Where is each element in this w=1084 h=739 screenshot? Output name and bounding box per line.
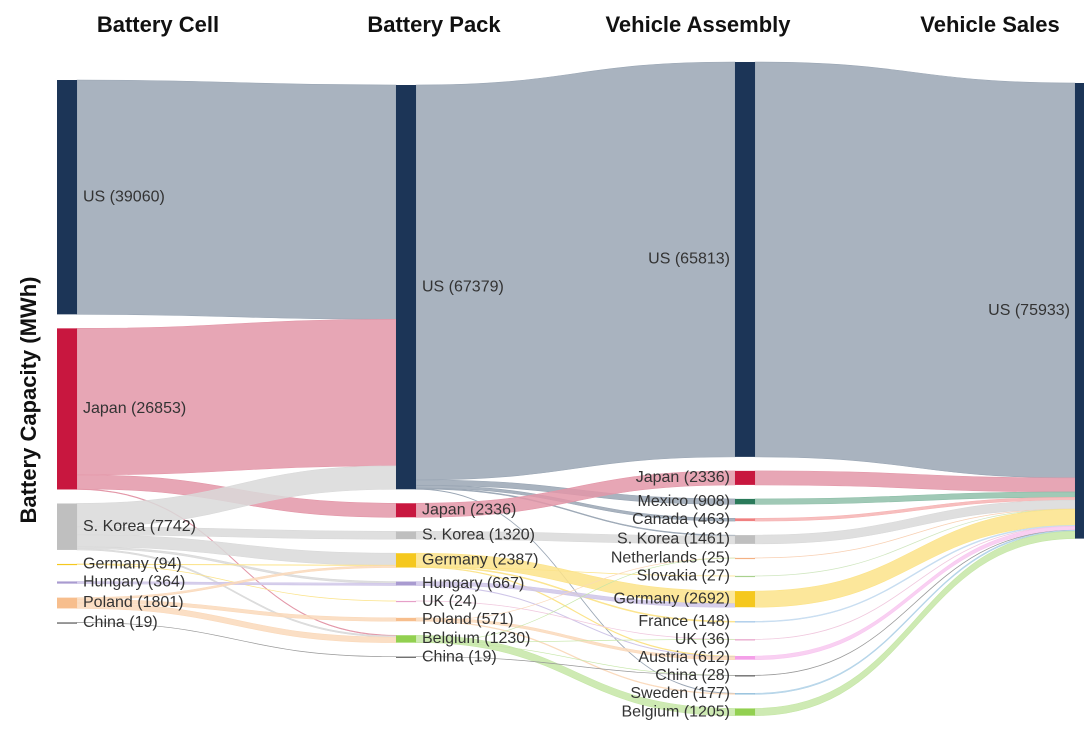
column-title: Vehicle Sales: [920, 12, 1059, 37]
node-label: Hungary (667): [422, 575, 524, 592]
link: [415, 61, 736, 481]
node-label: China (28): [655, 667, 730, 684]
node-label: France (148): [638, 613, 730, 630]
node: [396, 553, 416, 568]
node: [735, 498, 755, 505]
link: [415, 470, 736, 518]
node-label: Germany (94): [83, 556, 182, 573]
node-label: S. Korea (7742): [83, 518, 196, 535]
node: [396, 635, 416, 643]
node: [735, 675, 755, 677]
node: [396, 503, 416, 518]
node-label: Belgium (1230): [422, 630, 531, 647]
node: [735, 708, 755, 716]
node-label: Poland (571): [422, 611, 514, 628]
labels: Battery Cell Battery Pack Vehicle Assembly…: [83, 12, 1070, 720]
node-label: UK (36): [675, 631, 730, 648]
column-title: Vehicle Assembly: [605, 12, 791, 37]
node: [57, 581, 77, 584]
node-label: Germany (2692): [614, 590, 731, 607]
node-label: Hungary (364): [83, 574, 185, 591]
link: [754, 61, 1076, 479]
node: [57, 503, 77, 550]
node: [735, 639, 755, 641]
node: [735, 62, 755, 457]
column-title: Battery Cell: [97, 12, 219, 37]
node: [735, 591, 755, 608]
node: [57, 597, 77, 609]
node: [396, 617, 416, 622]
node-label: Slovakia (27): [637, 568, 730, 585]
node: [396, 85, 416, 490]
node-label: US (75933): [988, 302, 1070, 319]
node-label: Japan (2336): [422, 502, 516, 519]
node-label: UK (24): [422, 593, 477, 610]
node: [57, 328, 77, 490]
node-label: Sweden (177): [630, 685, 730, 702]
node: [735, 470, 755, 485]
node: [735, 575, 755, 578]
node: [57, 622, 77, 624]
node: [735, 621, 755, 623]
node-label: China (19): [83, 614, 158, 631]
node-label: S. Korea (1461): [617, 531, 730, 548]
node-label: US (39060): [83, 188, 165, 205]
node: [57, 563, 77, 566]
link: [76, 526, 397, 540]
node: [396, 656, 416, 658]
node-label: Canada (463): [632, 511, 730, 528]
node: [1075, 83, 1084, 539]
node-label: US (67379): [422, 278, 504, 295]
node-label: Belgium (1205): [622, 703, 731, 720]
node-label: Austria (612): [638, 649, 730, 666]
y-axis-title: Battery Capacity (MWh): [16, 277, 41, 524]
node-label: Japan (2336): [636, 469, 730, 486]
node: [396, 581, 416, 586]
node-label: China (19): [422, 648, 497, 665]
node-label: Mexico (908): [638, 493, 730, 510]
node-label: S. Korea (1320): [422, 526, 535, 543]
node: [396, 600, 416, 603]
node-label: US (65813): [648, 251, 730, 268]
links: [76, 61, 1076, 716]
node-label: Japan (26853): [83, 400, 186, 417]
node: [57, 80, 77, 315]
node: [735, 535, 755, 544]
node-label: Netherlands (25): [611, 550, 730, 567]
node: [735, 557, 755, 560]
nodes: [57, 62, 1084, 716]
node: [396, 531, 416, 540]
node: [735, 518, 755, 522]
link: [415, 634, 736, 716]
node: [735, 693, 755, 695]
node: [735, 656, 755, 660]
link: [76, 319, 397, 476]
node-label: Poland (1801): [83, 594, 184, 611]
column-title: Battery Pack: [367, 12, 501, 37]
node-label: Germany (2387): [422, 552, 539, 569]
